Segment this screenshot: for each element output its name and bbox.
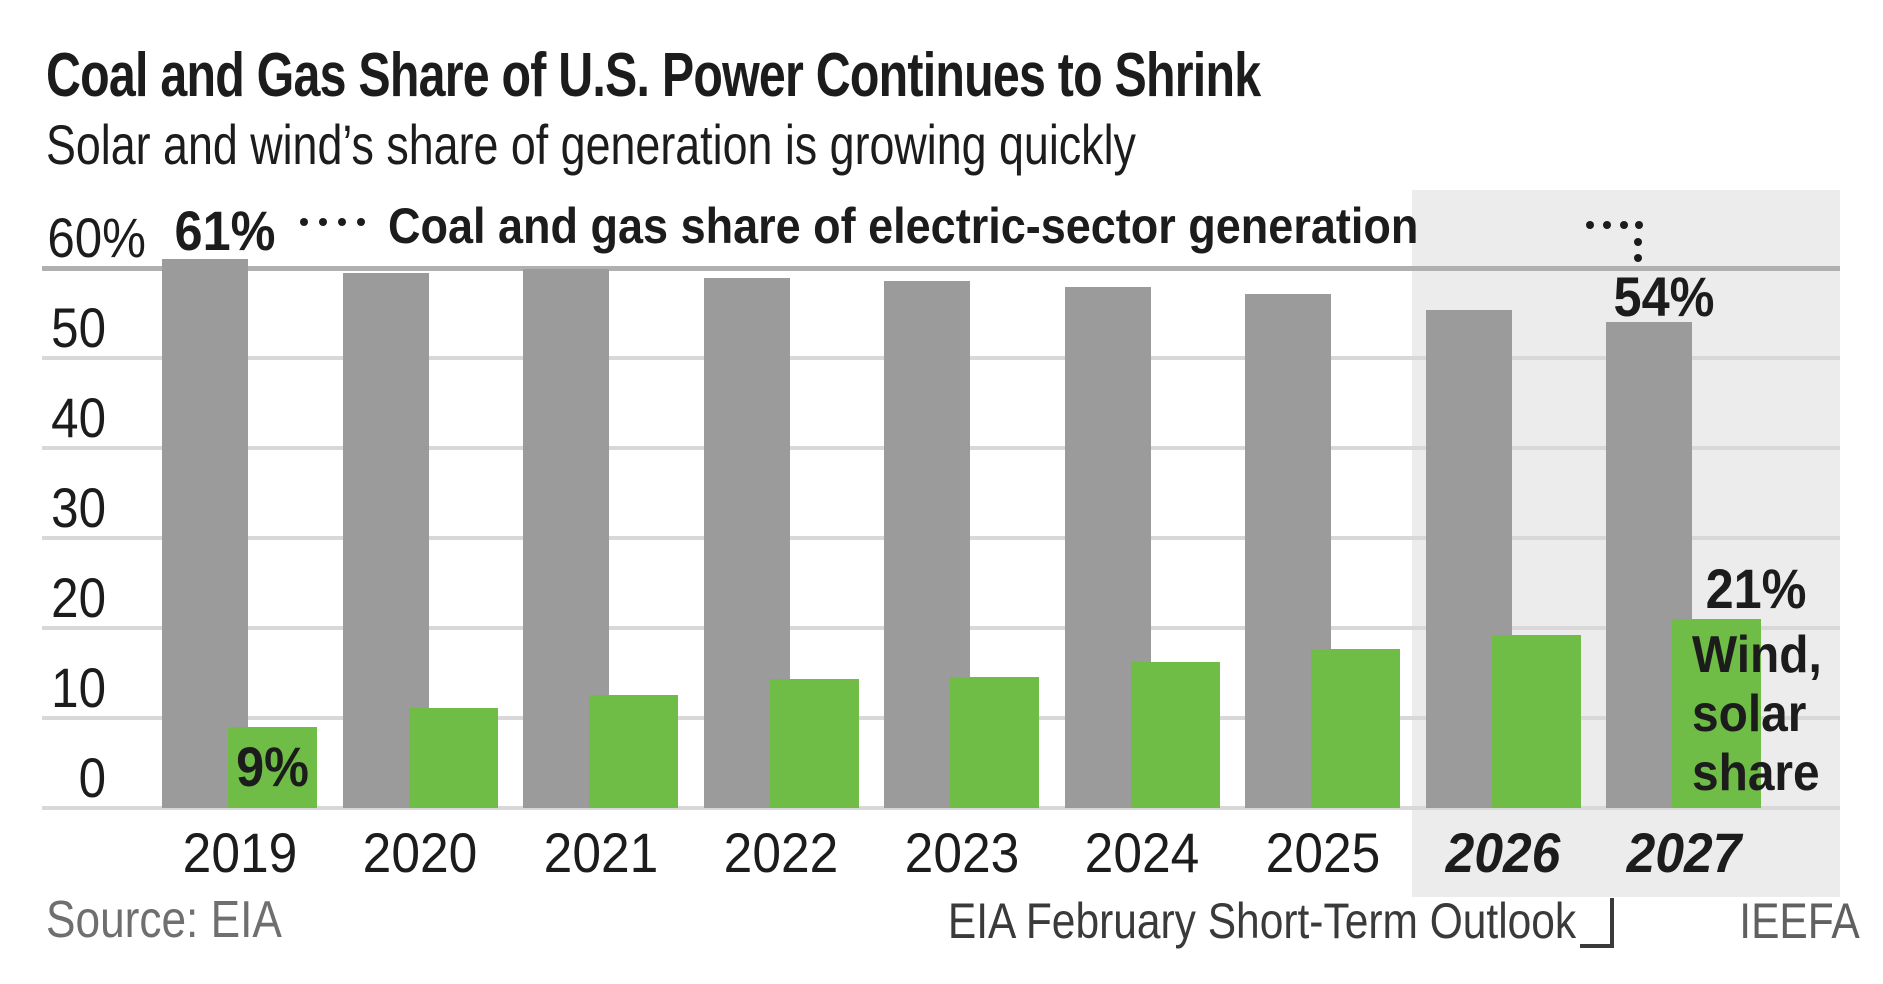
bar-wind-solar-2025: [1311, 649, 1400, 808]
bar-wind-solar-2021: [589, 695, 678, 808]
y-tick-label-30: 30: [51, 476, 106, 539]
gridline-0: [42, 806, 1840, 810]
footnote-text: EIA February Short-Term Outlook: [947, 893, 1576, 949]
credit-text: IEEFA: [1739, 893, 1860, 949]
wind-solar-share-line3: share: [1692, 744, 1820, 802]
chart-title: Coal and Gas Share of U.S. Power Continu…: [46, 41, 1261, 110]
bar-coal-gas-2019: [162, 259, 248, 808]
value-label-wind-solar-2019: 9%: [236, 735, 309, 798]
y-tick-label-60: 60%: [47, 206, 146, 269]
x-axis-label-2024: 2024: [1084, 821, 1200, 884]
bar-wind-solar-2020: [408, 708, 498, 808]
bar-wind-solar-2024: [1130, 662, 1220, 808]
chart-subtitle: Solar and wind’s share of generation is …: [46, 113, 1136, 176]
leader-dot-1: [300, 218, 308, 226]
leader-dot-6: [1603, 221, 1611, 229]
forecast-callout-elbow: [1580, 898, 1614, 948]
bar-wind-solar-2027: [1672, 619, 1761, 808]
value-label-wind-solar-2027: 21%: [1705, 557, 1807, 620]
value-label-coal-gas-2027: 54%: [1613, 265, 1715, 328]
x-axis-label-2023: 2023: [904, 821, 1019, 884]
x-axis-label-2022: 2022: [723, 821, 839, 884]
wind-solar-share-line2: solar: [1692, 685, 1807, 743]
wind-solar-share-label: Wind, solar share: [1692, 626, 1833, 803]
y-tick-label-10: 10: [51, 656, 106, 719]
y-tick-label-40: 40: [51, 386, 106, 449]
x-axis-label-2025: 2025: [1265, 821, 1380, 884]
leader-dot-5: [1586, 221, 1594, 229]
x-axis-label-2026: 2026: [1445, 821, 1561, 884]
wind-solar-share-line1: Wind,: [1692, 626, 1822, 684]
leader-dot-8: [1635, 221, 1643, 229]
bar-wind-solar-2022: [769, 679, 859, 808]
x-axis-label-2027: 2027: [1626, 821, 1741, 884]
leader-dot-7: [1620, 221, 1628, 229]
y-tick-label-50: 50: [51, 296, 106, 359]
coal-gas-series-annotation: Coal and gas share of electric-sector ge…: [388, 198, 1419, 254]
x-axis-label-2020: 2020: [362, 821, 478, 884]
source-text: Source: EIA: [46, 891, 282, 949]
leader-dot-9: [1634, 238, 1642, 246]
leader-dot-10: [1634, 254, 1642, 262]
value-label-coal-gas-2019: 61%: [174, 199, 276, 262]
leader-dot-2: [319, 218, 327, 226]
bar-wind-solar-2023: [950, 677, 1039, 808]
bar-wind-solar-2026: [1491, 635, 1581, 808]
y-tick-label-20: 20: [51, 566, 106, 629]
leader-dot-3: [338, 218, 346, 226]
leader-dot-4: [357, 218, 365, 226]
gridline-60: [42, 266, 1840, 271]
bar-wind-solar-2019: [228, 727, 317, 808]
x-axis-label-2021: 2021: [543, 821, 658, 884]
y-tick-label-0: 0: [78, 746, 106, 809]
x-axis-label-2019: 2019: [182, 821, 297, 884]
